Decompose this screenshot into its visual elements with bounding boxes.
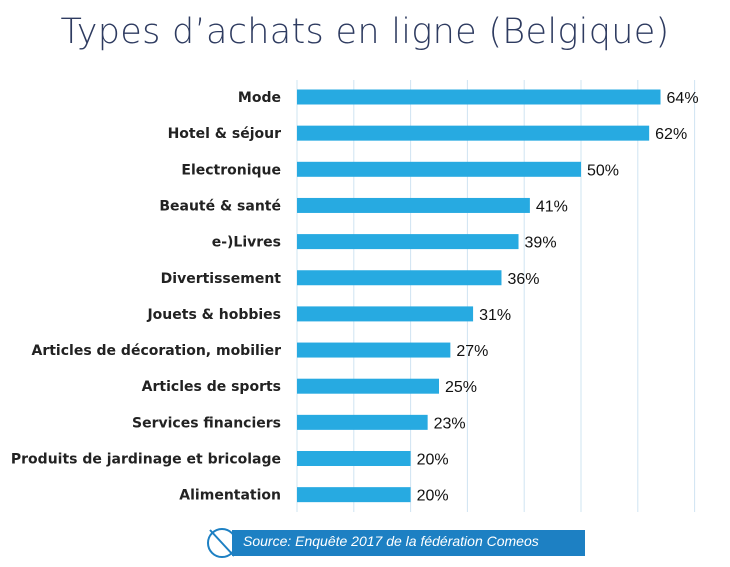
bar (297, 414, 428, 430)
category-labels: Mode Hotel & séjour Electronique Beauté & s… (11, 90, 281, 504)
category-label: Articles de sports (142, 379, 281, 395)
category-label: Jouets & hobbies (146, 307, 281, 323)
bar (297, 378, 439, 394)
category-label: Services financiers (132, 415, 281, 431)
chart-title: Types d’achats en ligne (Belgique) (60, 12, 670, 52)
bar (297, 306, 474, 322)
bar (297, 451, 411, 466)
value-label: 62% (655, 126, 687, 143)
value-label: 27% (456, 343, 488, 360)
bar (297, 234, 519, 250)
bar (297, 89, 661, 105)
source-text: Source: Enquête 2017 de la fédération Co… (243, 533, 539, 549)
value-label: 41% (536, 198, 568, 215)
source-banner (232, 530, 585, 556)
value-label: 50% (587, 162, 619, 179)
bar (297, 487, 411, 503)
bar (297, 125, 650, 141)
bars (297, 89, 661, 503)
value-label: 20% (417, 452, 449, 469)
circle-arrow-icon (207, 528, 237, 558)
category-label: Mode (238, 90, 281, 106)
value-label: 39% (525, 235, 557, 252)
value-label: 36% (507, 271, 539, 288)
category-label: Beauté & santé (159, 198, 281, 214)
value-label: 20% (417, 488, 449, 505)
grid-lines (296, 80, 696, 512)
category-label: Produits de jardinage et bricolage (11, 452, 281, 468)
category-label: Alimentation (179, 488, 281, 504)
value-labels: 64% 62% 50% 41% 39% 36% 31% 27% 25% 23% 20% 20% (417, 90, 699, 505)
category-label: Articles de décoration, mobilier (32, 343, 282, 359)
value-label: 25% (445, 379, 477, 396)
bar (297, 342, 451, 358)
category-label: Hotel & séjour (168, 126, 281, 142)
category-label: Divertissement (161, 271, 282, 287)
value-label: 64% (667, 90, 699, 107)
bar (297, 270, 502, 286)
value-label: 23% (434, 415, 466, 432)
value-label: 31% (479, 307, 511, 324)
category-label: e-)Livres (212, 235, 281, 251)
bar (297, 161, 581, 177)
category-label: Electronique (181, 162, 281, 178)
bar (297, 197, 530, 213)
